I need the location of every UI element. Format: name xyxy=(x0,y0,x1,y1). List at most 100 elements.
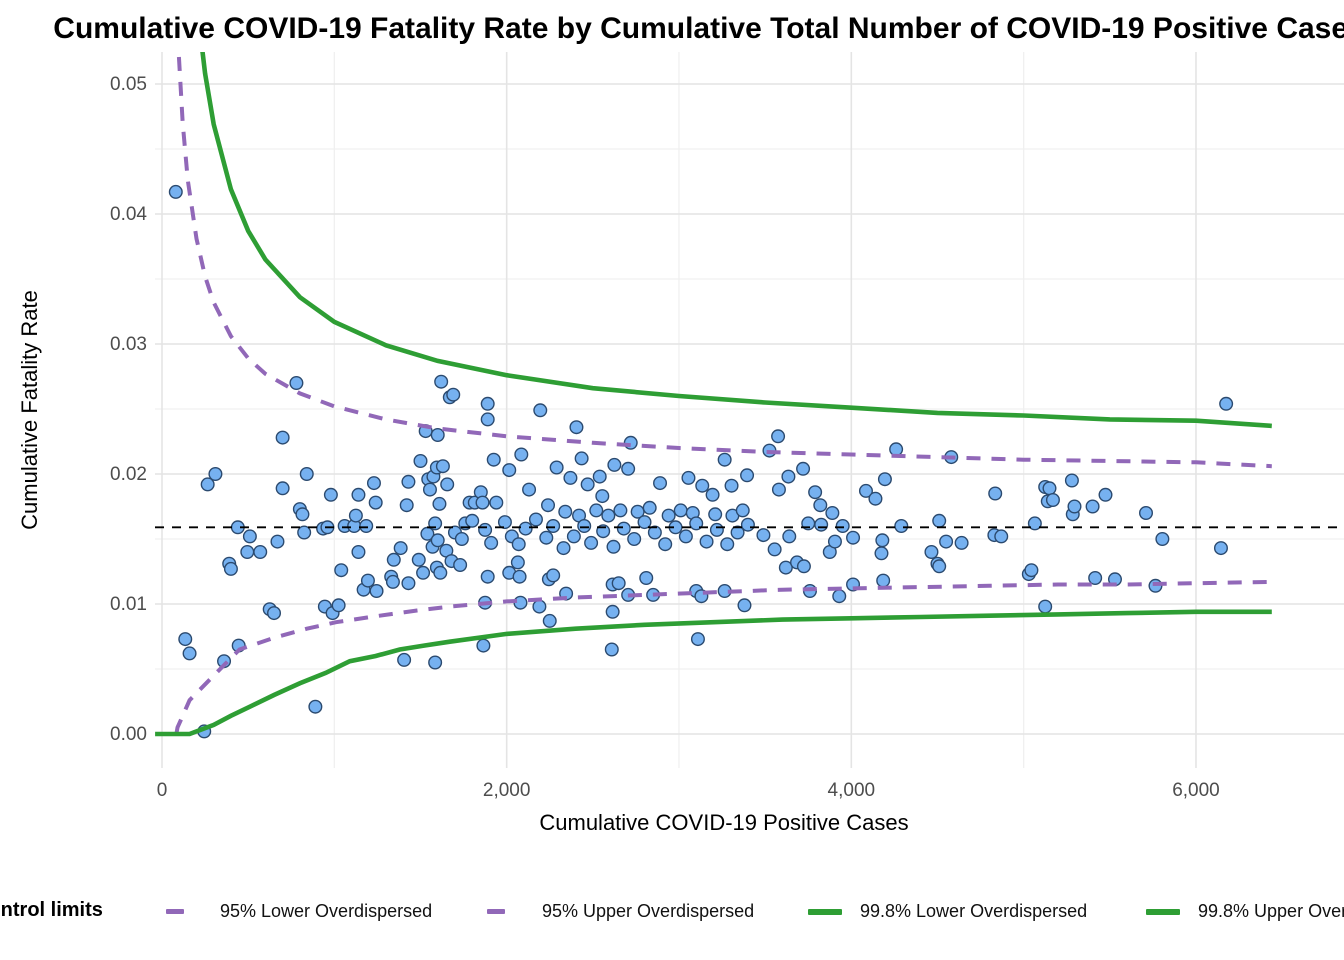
data-point xyxy=(1042,481,1057,496)
data-point xyxy=(348,508,363,523)
data-point xyxy=(334,563,349,578)
y-tick-label: 0.00 xyxy=(110,724,147,745)
data-point xyxy=(541,498,556,513)
data-point xyxy=(368,495,383,510)
data-point xyxy=(606,539,621,554)
y-tick-label: 0.01 xyxy=(110,594,147,615)
data-point xyxy=(351,487,366,502)
data-point xyxy=(730,525,745,540)
data-point xyxy=(299,467,314,482)
data-point xyxy=(323,487,338,502)
data-point xyxy=(308,699,323,714)
data-point xyxy=(874,546,889,561)
data-point xyxy=(510,555,525,570)
data-point xyxy=(681,470,696,485)
data-point xyxy=(1064,473,1079,488)
data-point xyxy=(533,403,548,418)
data-point xyxy=(589,503,604,518)
data-point xyxy=(289,376,304,391)
data-point xyxy=(475,495,490,510)
legend-label-95-lower: 95% Lower Overdispersed xyxy=(220,901,433,921)
data-point xyxy=(607,457,622,472)
legend-key-998-upper-line-icon xyxy=(1146,909,1180,915)
data-point xyxy=(275,481,290,496)
limit-curve xyxy=(200,52,1272,429)
data-point xyxy=(549,460,564,475)
data-point xyxy=(542,613,557,628)
data-point xyxy=(1155,532,1170,547)
data-point xyxy=(695,478,710,493)
data-point xyxy=(275,430,290,445)
chart-title: Cumulative COVID-19 Fatality Rate by Cum… xyxy=(53,12,1344,45)
data-point xyxy=(1088,571,1103,586)
x-axis-title: Cumulative COVID-19 Positive Cases xyxy=(539,810,909,835)
data-point xyxy=(359,519,374,534)
data-point xyxy=(569,420,584,435)
data-point xyxy=(270,534,285,549)
data-point xyxy=(512,569,527,584)
data-point xyxy=(223,561,238,576)
x-tick-label: 4,000 xyxy=(828,780,876,801)
data-point xyxy=(480,569,495,584)
data-point xyxy=(954,535,969,550)
data-point xyxy=(1024,563,1039,578)
data-point xyxy=(846,530,861,545)
y-tick-label: 0.05 xyxy=(110,74,147,95)
data-point xyxy=(889,442,904,457)
data-point xyxy=(413,454,428,469)
data-point xyxy=(782,529,797,544)
legend-key-998-lower-line-icon xyxy=(808,909,842,915)
data-point xyxy=(623,435,638,450)
data-point xyxy=(1219,396,1234,411)
legend-label-998-lower: 99.8% Lower Overdispersed xyxy=(860,901,1088,921)
y-tick-label: 0.04 xyxy=(110,204,147,225)
data-point xyxy=(601,508,616,523)
data-point xyxy=(604,642,619,657)
data-point xyxy=(422,482,437,497)
limit-curve xyxy=(174,579,1272,734)
data-point xyxy=(295,507,310,522)
data-point xyxy=(876,573,891,588)
data-point xyxy=(875,533,890,548)
data-point xyxy=(428,655,443,670)
data-point xyxy=(440,477,455,492)
data-point xyxy=(796,461,811,476)
data-point xyxy=(642,500,657,515)
data-point xyxy=(720,537,735,552)
data-point xyxy=(430,533,445,548)
data-point xyxy=(988,486,1003,501)
data-point xyxy=(1139,506,1154,521)
data-point xyxy=(584,535,599,550)
data-point xyxy=(393,541,408,556)
data-point xyxy=(613,503,628,518)
legend-label-998-upper: 99.8% Upper Overdispersed xyxy=(1198,901,1344,921)
data-point xyxy=(528,512,543,527)
data-point xyxy=(497,515,512,530)
data-point xyxy=(242,529,257,544)
data-point xyxy=(605,604,620,619)
data-point xyxy=(709,522,724,537)
data-point xyxy=(740,517,755,532)
data-point xyxy=(678,529,693,544)
data-point xyxy=(877,472,892,487)
data-point xyxy=(1045,493,1060,508)
data-point xyxy=(1027,516,1042,531)
data-point xyxy=(386,552,401,567)
data-point xyxy=(611,576,626,591)
data-point xyxy=(939,534,954,549)
data-point xyxy=(401,474,416,489)
data-point xyxy=(868,491,883,506)
data-point xyxy=(796,559,811,574)
data-point xyxy=(556,541,571,556)
data-point xyxy=(446,387,461,402)
data-point xyxy=(814,517,829,532)
data-point xyxy=(637,515,652,530)
data-point xyxy=(385,574,400,589)
data-point xyxy=(453,558,468,573)
data-point xyxy=(369,584,384,599)
x-tick-label: 6,000 xyxy=(1172,780,1220,801)
y-tick-label: 0.02 xyxy=(110,464,147,485)
limit-curve xyxy=(176,52,1272,469)
data-point xyxy=(639,571,654,586)
data-point xyxy=(595,489,610,504)
